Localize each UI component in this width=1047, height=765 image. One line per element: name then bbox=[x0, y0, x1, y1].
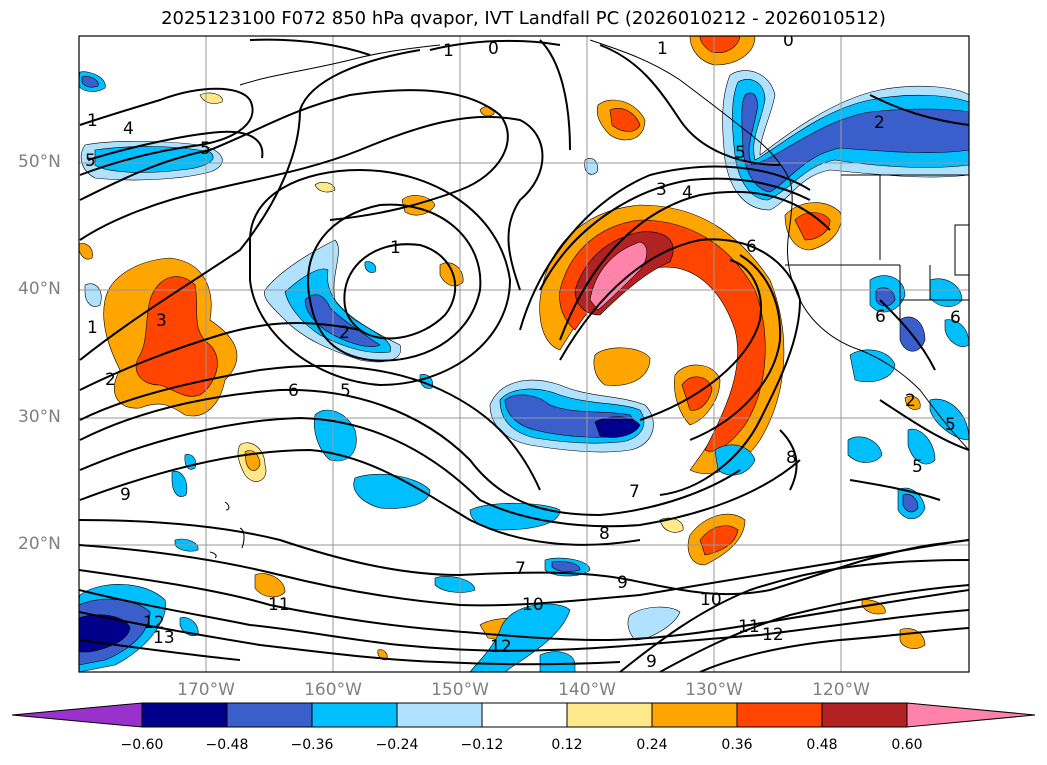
contour-label: 6 bbox=[950, 308, 961, 328]
contour-label: 8 bbox=[599, 524, 610, 544]
colorbar-tick-label: −0.24 bbox=[375, 737, 419, 753]
lat-label-40n: 40°N bbox=[18, 279, 61, 299]
colorbar-bin bbox=[396, 702, 483, 728]
contour-label: 4 bbox=[682, 183, 693, 203]
contour-label: 5 bbox=[945, 415, 956, 435]
colorbar-tick-label: −0.60 bbox=[120, 737, 164, 753]
contour-label: 5 bbox=[200, 139, 211, 159]
colorbar-tick-label: 0.24 bbox=[636, 737, 668, 753]
contour-label: 11 bbox=[738, 617, 760, 637]
shading-positive-small2 bbox=[593, 347, 651, 386]
contour-label: 0 bbox=[488, 39, 499, 59]
colorbar-tick-label: 0.60 bbox=[891, 737, 923, 753]
colorbar-extend-min bbox=[11, 702, 143, 728]
colorbar-tick-label: 0.48 bbox=[806, 737, 838, 753]
contour-label: 1 bbox=[657, 39, 668, 59]
contour-label: 5 bbox=[735, 143, 746, 163]
contour-label: 12 bbox=[143, 613, 165, 633]
colorbar-tick-label: −0.12 bbox=[460, 737, 504, 753]
lon-label-160w: 160°W bbox=[304, 680, 362, 700]
lon-label-170w: 170°W bbox=[177, 680, 235, 700]
contour-label: 4 bbox=[123, 119, 134, 139]
contour-label: 3 bbox=[156, 311, 167, 331]
lat-label-20n: 20°N bbox=[18, 534, 61, 554]
contour-label: 5 bbox=[912, 457, 923, 477]
colorbar-bin bbox=[566, 702, 653, 728]
shading-hook-peak bbox=[589, 241, 648, 311]
contour-label: 2 bbox=[339, 323, 350, 343]
contour-label: 11 bbox=[268, 595, 290, 615]
lon-label-140w: 140°W bbox=[558, 680, 616, 700]
contour-label: 1 bbox=[443, 41, 454, 61]
contour-label: 6 bbox=[875, 307, 886, 327]
colorbar-bin bbox=[821, 702, 908, 728]
contour-label: 9 bbox=[646, 652, 657, 672]
ivt-contours bbox=[79, 38, 969, 672]
contour-label: 0 bbox=[783, 31, 794, 51]
contour-label: 3 bbox=[656, 180, 667, 200]
shading-positive-west-inner bbox=[135, 276, 218, 397]
contour-label: 2 bbox=[905, 391, 916, 411]
contour-label: 1 bbox=[87, 318, 98, 338]
contour-label: 5 bbox=[85, 151, 96, 171]
contour-label: 7 bbox=[629, 482, 640, 502]
contour-label: 1 bbox=[390, 238, 401, 258]
contour-label: 2 bbox=[105, 370, 116, 390]
colorbar-tick-label: 0.36 bbox=[721, 737, 753, 753]
lat-label-50n: 50°N bbox=[18, 152, 61, 172]
colorbar-bin bbox=[226, 702, 313, 728]
contour-label: 5 bbox=[340, 381, 351, 401]
contour-labels: 0 1 1 0 1 4 5 5 2 5 1 2 3 4 6 1 2 3 6 5 … bbox=[85, 31, 961, 672]
contour-label: 6 bbox=[288, 381, 299, 401]
shading-layer bbox=[79, 36, 969, 672]
colorbar-extend-max bbox=[906, 702, 1036, 728]
colorbar-tick-label: 0.12 bbox=[551, 737, 583, 753]
contour-label: 6 bbox=[746, 237, 757, 257]
colorbar-bin bbox=[311, 702, 398, 728]
coastlines bbox=[209, 39, 969, 559]
colorbar bbox=[11, 702, 1036, 728]
contour-label: 13 bbox=[153, 628, 175, 648]
grid-lines bbox=[79, 36, 969, 672]
colorbar-bin bbox=[141, 702, 228, 728]
plot-title: 2025123100 F072 850 hPa qvapor, IVT Land… bbox=[161, 8, 886, 29]
contour-label: 8 bbox=[786, 448, 797, 468]
contour-label: 2 bbox=[874, 113, 885, 133]
contour-label: 9 bbox=[120, 485, 131, 505]
contour-label: 12 bbox=[762, 625, 784, 645]
contour-label: 12 bbox=[490, 637, 512, 657]
contour-label: 1 bbox=[87, 111, 98, 131]
contour-label: 10 bbox=[522, 595, 544, 615]
contour-label: 10 bbox=[700, 590, 722, 610]
lon-label-130w: 130°W bbox=[685, 680, 743, 700]
map-content: 0 1 1 0 1 4 5 5 2 5 1 2 3 4 6 1 2 3 6 5 … bbox=[79, 31, 969, 672]
contour-label: 7 bbox=[515, 559, 526, 579]
map-border bbox=[78, 35, 970, 673]
colorbar-bin bbox=[736, 702, 823, 728]
colorbar-bin bbox=[481, 702, 568, 728]
colorbar-bin bbox=[651, 702, 738, 728]
contour-label: 9 bbox=[617, 573, 628, 593]
colorbar-tick-label: −0.36 bbox=[290, 737, 334, 753]
lon-label-150w: 150°W bbox=[431, 680, 489, 700]
lon-label-120w: 120°W bbox=[812, 680, 870, 700]
lat-label-30n: 30°N bbox=[18, 407, 61, 427]
colorbar-tick-label: −0.48 bbox=[205, 737, 249, 753]
